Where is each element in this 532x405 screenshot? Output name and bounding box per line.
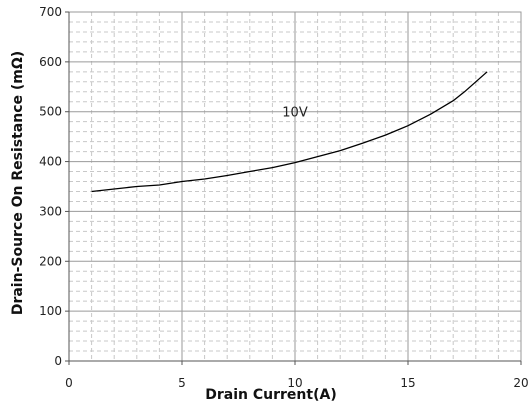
annotations: 10V (282, 106, 308, 121)
y-tick-label: 400 (39, 155, 62, 169)
y-axis-title: Drain-Source On Resistance (mΩ) (10, 51, 26, 315)
y-tick-label: 600 (39, 55, 62, 69)
y-tick-label: 0 (54, 354, 62, 368)
series-line (91, 71, 488, 193)
axes (65, 11, 522, 365)
grid (69, 12, 521, 361)
series-annotation: 10V (282, 106, 308, 121)
y-tick-labels: 0 100 200 300 400 500 600 700 (39, 5, 69, 368)
x-tick-label: 5 (178, 376, 186, 390)
x-tick-label: 10 (287, 376, 302, 390)
x-tick-label: 0 (65, 376, 73, 390)
x-tick-label: 20 (513, 376, 528, 390)
x-axis-title: Drain Current(A) (205, 387, 336, 403)
y-tick-label: 300 (39, 204, 62, 218)
series-layer (91, 71, 488, 193)
x-tick-label: 15 (400, 376, 415, 390)
y-tick-label: 100 (39, 304, 62, 318)
y-tick-label: 500 (39, 105, 62, 119)
x-tick-labels: 0 5 10 15 20 (65, 361, 529, 390)
y-tick-label: 200 (39, 254, 62, 268)
y-tick-label: 700 (39, 5, 62, 19)
